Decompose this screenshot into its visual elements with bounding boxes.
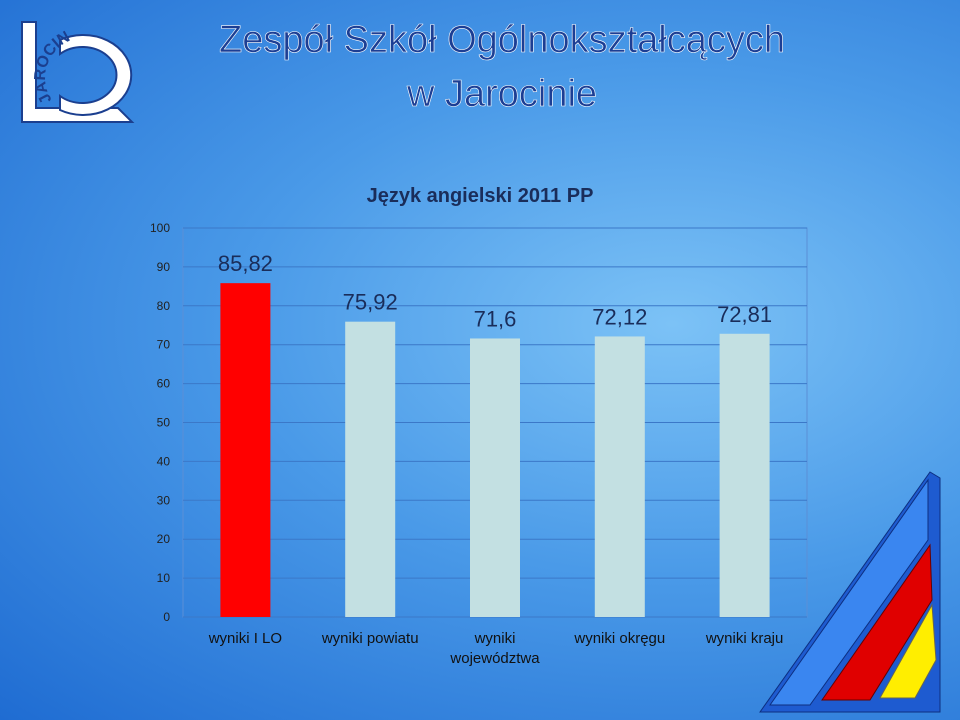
- y-tick-label: 80: [157, 299, 171, 313]
- bar: [594, 336, 645, 617]
- value-label: 72,12: [592, 304, 647, 329]
- logo-text-path: JAROCIN: [32, 29, 73, 107]
- y-tick-label: 90: [157, 260, 171, 274]
- x-tick-label: wyniki kraju: [705, 630, 784, 647]
- y-tick-label: 10: [157, 571, 171, 585]
- value-label: 72,81: [717, 302, 772, 327]
- chart-title: Język angielski 2011 PP: [367, 185, 594, 207]
- logo: JAROCIN: [21, 21, 135, 123]
- x-tick-label: wyniki I LO: [208, 630, 283, 647]
- y-tick-label: 50: [157, 416, 171, 430]
- x-tick-label: wyniki powiatu: [321, 630, 419, 647]
- page-title: w Jarocinie: [406, 73, 597, 115]
- x-tick-label: wyniki województwa: [450, 630, 540, 667]
- y-tick-label: 100: [150, 221, 170, 235]
- value-label: 75,92: [343, 290, 398, 315]
- bar: [345, 321, 396, 617]
- logo-text: JAROCIN: [32, 29, 73, 107]
- y-tick-label: 70: [157, 338, 171, 352]
- value-label: 71,6: [474, 306, 517, 331]
- y-tick-label: 0: [163, 610, 170, 624]
- page-title: Zespół Szkół Ogólnokształcących: [219, 19, 785, 61]
- bar: [719, 333, 770, 617]
- value-label: 85,82: [218, 251, 273, 276]
- y-tick-label: 30: [157, 493, 171, 507]
- bar: [470, 338, 520, 617]
- x-tick-label: wyniki okręgu: [574, 630, 666, 647]
- y-tick-label: 60: [157, 377, 171, 391]
- bar: [220, 283, 271, 617]
- y-tick-label: 20: [157, 532, 171, 546]
- decoration: [759, 471, 941, 713]
- y-tick-label: 40: [157, 454, 171, 468]
